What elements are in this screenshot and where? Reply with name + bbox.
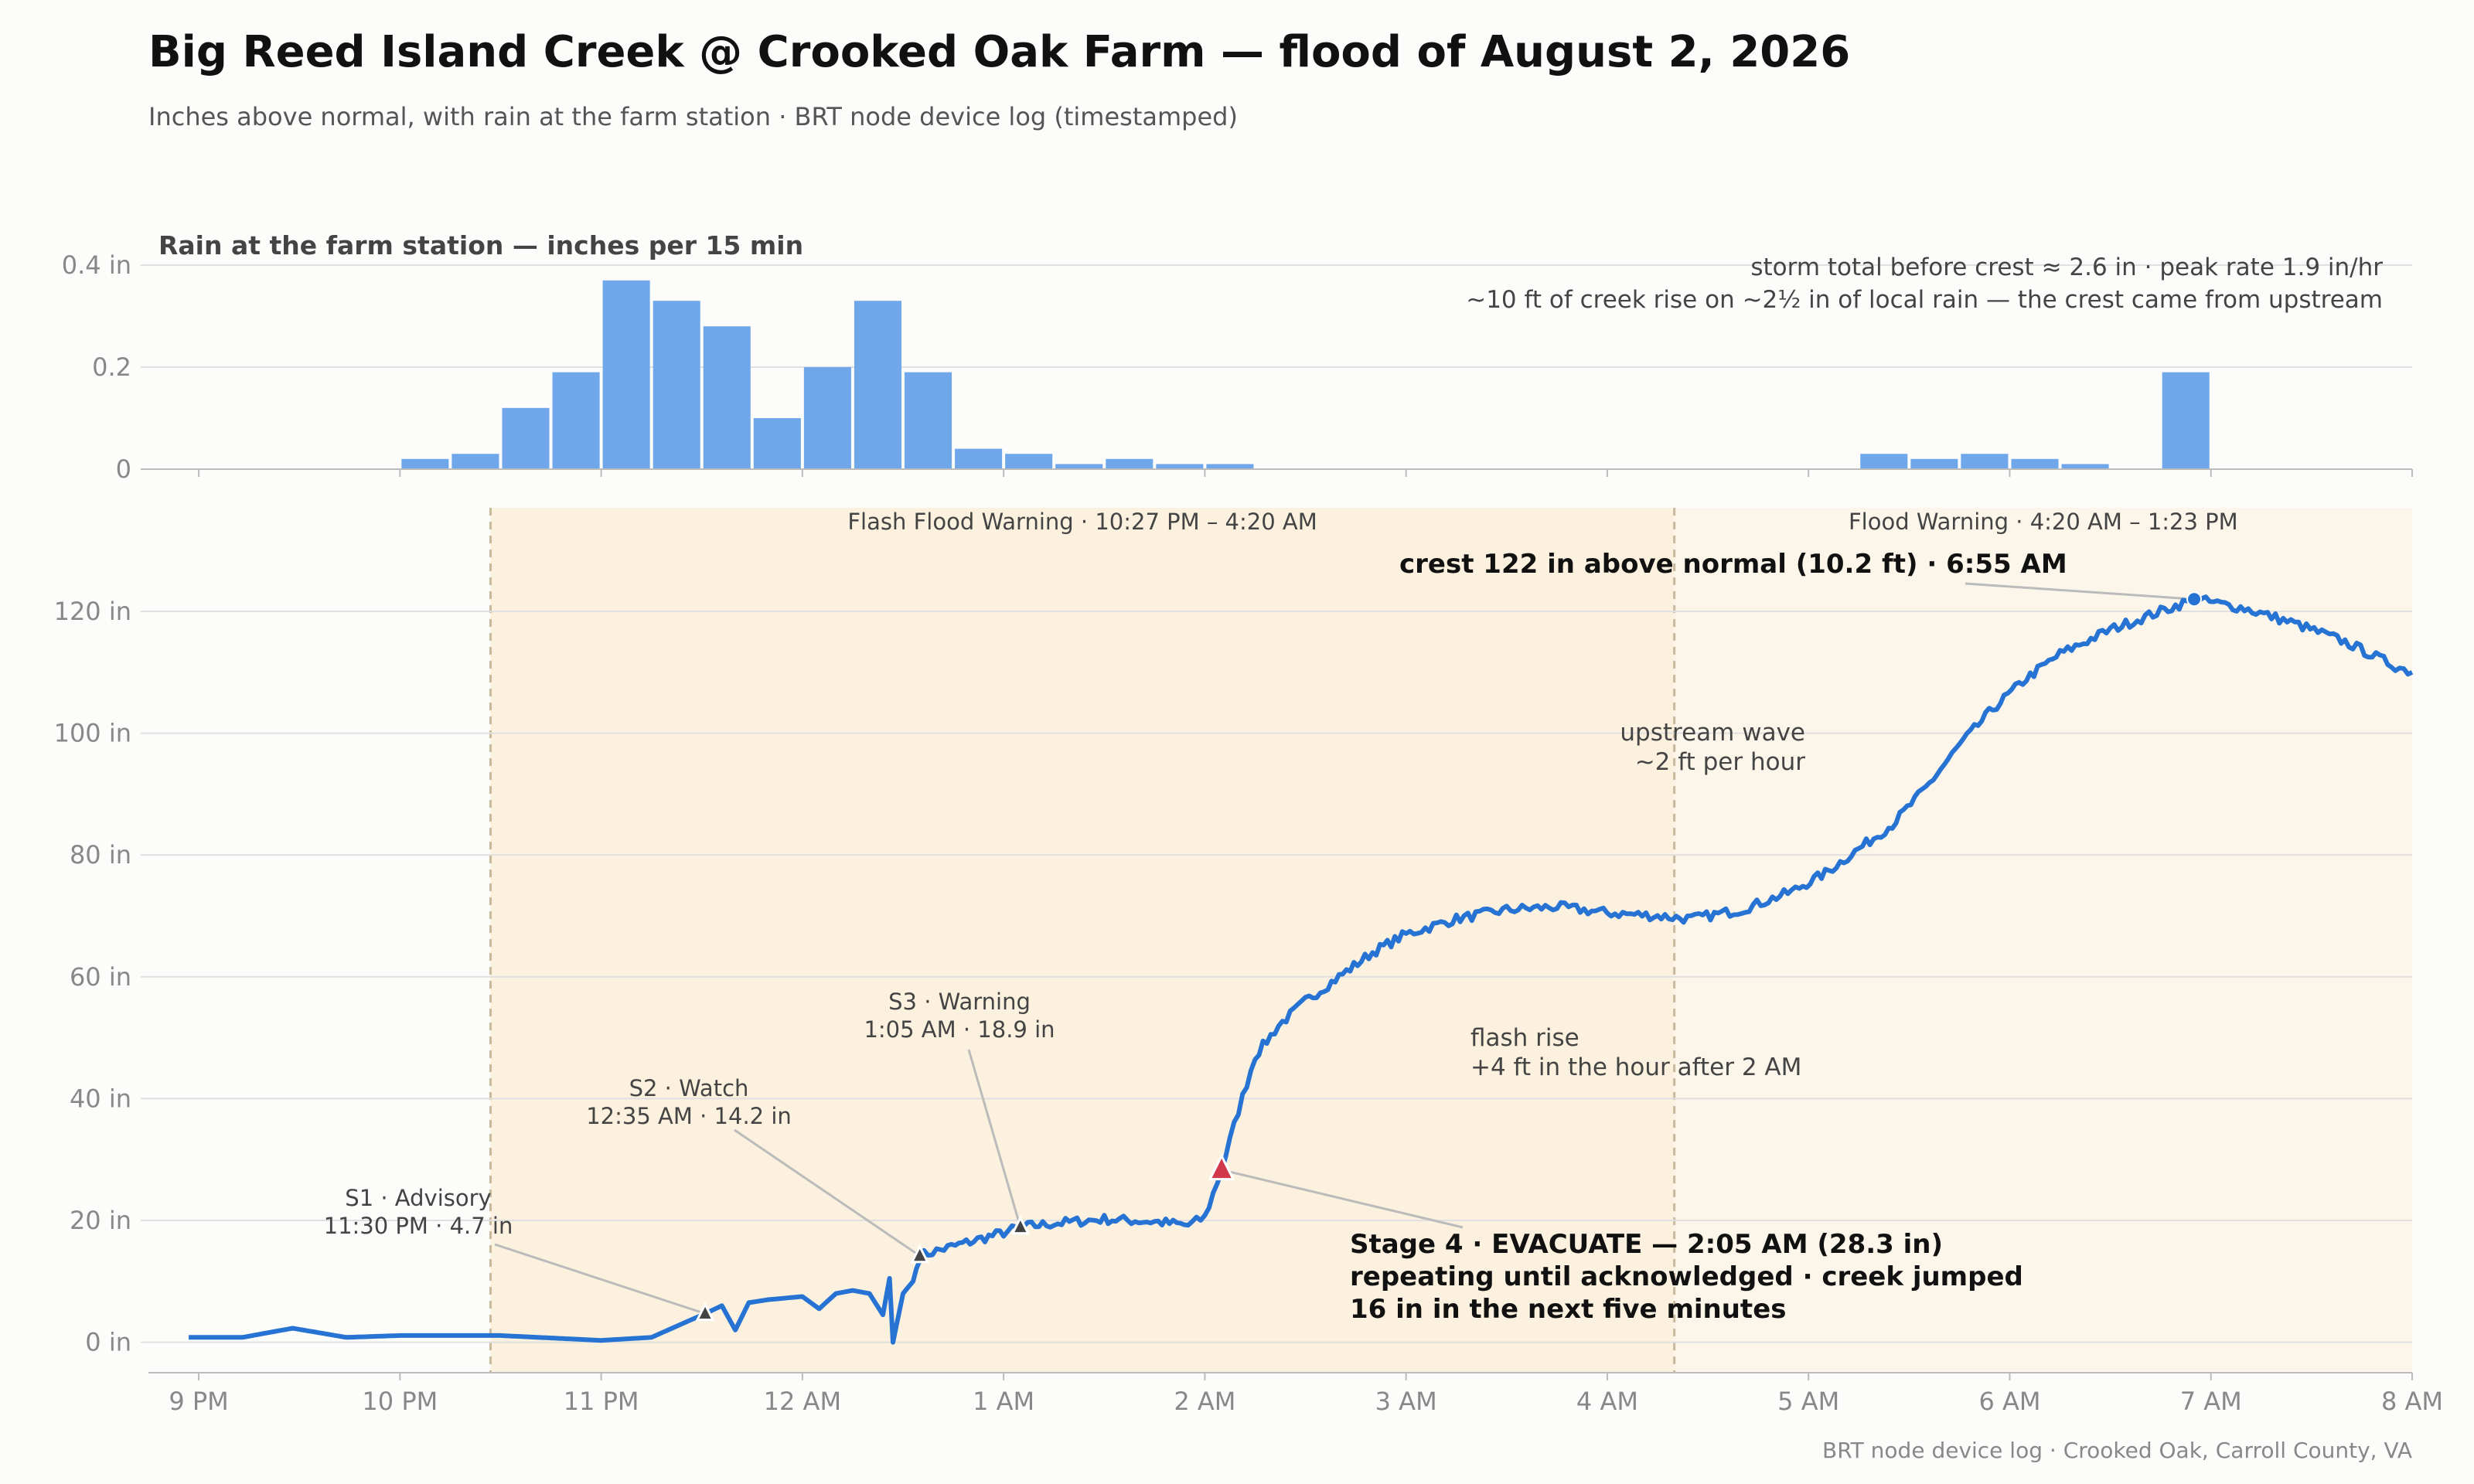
rain-bar [2011,458,2059,469]
rain-x-tick-marks [198,469,2413,477]
stage-alert-marker-s3 [1010,1215,1031,1235]
annotation-s3-line: S3 · Warning [888,989,1031,1015]
rain-bar [1860,454,1908,469]
chart-title: Big Reed Island Creek @ Crooked Oak Farm… [148,27,1850,77]
warning-band-label: Flood Warning · 4:20 AM – 1:23 PM [1849,509,2238,535]
stage-y-tick-label: 100 in [54,719,131,748]
rain-bar [401,458,449,469]
crest-marker [2186,591,2203,608]
stage-series-line [189,594,2414,1345]
warning-band [1674,508,2412,1373]
rain-bar [1910,458,1958,469]
stage-x-tick-label: 4 AM [1576,1387,1638,1416]
warning-band-labels: Flash Flood Warning · 10:27 PM – 4:20 AM… [847,509,2237,535]
rain-bar [1156,464,1204,469]
annotation-s4-line: 16 in in the next five minutes [1350,1294,1787,1325]
annotation-leader-crest [1965,582,2195,601]
stage-y-tick-label: 0 in [85,1328,131,1357]
stage-x-tick-label: 10 PM [362,1387,438,1416]
rain-y-tick-label: 0.2 [92,352,131,382]
rain-bar [502,407,550,469]
stage-y-tick-label: 40 in [70,1084,131,1113]
warning-band [490,508,1675,1373]
rain-bar [1106,458,1154,469]
chart-footer: BRT node device log · Crooked Oak, Carro… [1822,1438,2412,1463]
annotation-leader-s4 [1221,1169,1464,1229]
stage-x-tick-label: 11 PM [564,1387,639,1416]
rain-note-2: ~10 ft of creek rise on ~2½ in of local … [1466,286,2383,314]
stage-x-tick-label: 3 AM [1375,1387,1437,1416]
rain-y-tick-label: 0.4 in [62,250,131,280]
rain-bar [803,367,851,469]
stage-alert-marker-s2 [910,1244,930,1264]
stage-x-ticks: 9 PM 10 PM 11 PM 12 AM 1 AM 2 AM 3 AM 4 AM 5 AM 6… [169,1373,2443,1416]
annotation-upstream-line: upstream wave [1620,719,1805,747]
warning-bands [489,508,2412,1373]
stage-gridlines [141,610,2412,1343]
annotation-flash-line: +4 ft in the hour after 2 AM [1470,1053,1801,1081]
annotation-crest-line: crest 122 in above normal (10.2 ft) · 6:… [1399,549,2067,580]
stage-x-tick-label: 2 AM [1174,1387,1235,1416]
stage-x-tick-label: 12 AM [764,1387,841,1416]
annotation-s1-line: S1 · Advisory [345,1185,491,1211]
annotation-s4-line: repeating until acknowledged · creek jum… [1350,1261,2023,1292]
rain-panel-title: Rain at the farm station — inches per 15… [158,230,803,260]
rain-bar [552,372,600,469]
rain-gridlines [141,264,2412,368]
rain-bar [452,454,499,469]
annotation-flash-line: flash rise [1470,1024,1579,1052]
rain-bar [1005,454,1053,469]
annotation-leaders [494,582,2195,1315]
stage-x-tick-label: 9 PM [169,1387,228,1416]
annotation-s3-line: 1:05 AM · 18.9 in [864,1016,1055,1043]
rain-bar [753,418,801,469]
stage-panel: 0 in 20 in 40 in 60 in 80 in 100 in 120 in 9 P… [54,508,2443,1416]
stage-alert-marker-s1 [695,1302,715,1322]
rain-bar [1055,464,1103,469]
stage-x-tick-label: 5 AM [1777,1387,1839,1416]
annotation-s1-line: 11:30 PM · 4.7 in [324,1213,513,1239]
rain-bar [1206,464,1254,469]
rain-note-1: storm total before crest ≈ 2.6 in · peak… [1750,254,2383,281]
warning-band-label: Flash Flood Warning · 10:27 PM – 4:20 AM [847,509,1317,535]
stage-y-tick-label: 80 in [70,840,131,870]
rain-y-ticks: 0 0.2 0.4 in [62,250,131,484]
chart-subtitle: Inches above normal, with rain at the fa… [148,102,1238,131]
rain-bar [1961,454,2009,469]
rain-bar [905,372,952,469]
annotation-leader-s2 [734,1128,921,1257]
stage-x-tick-label: 6 AM [1978,1387,2040,1416]
rain-y-tick-label: 0 [116,454,131,484]
stage-x-tick-label: 7 AM [2180,1387,2242,1416]
rain-bar [703,326,751,469]
annotation-leader-s3 [967,1049,1022,1228]
rain-bars [401,280,2210,469]
rain-bar [2162,372,2210,469]
rain-bar [955,448,1003,469]
rain-bar [653,301,700,469]
annotation-s2-line: 12:35 AM · 14.2 in [586,1103,792,1129]
rain-bar [854,301,901,469]
annotation-leader-s1 [494,1243,706,1315]
stage-markers [695,591,2203,1322]
stage-y-ticks: 0 in 20 in 40 in 60 in 80 in 100 in 120 in [54,597,131,1357]
stage-y-tick-label: 20 in [70,1206,131,1235]
stage-x-tick-label: 1 AM [973,1387,1034,1416]
rain-panel: 0 0.2 0.4 in Rain at the farm station — in… [62,230,2413,484]
stage-y-tick-label: 60 in [70,962,131,992]
rain-bar [2061,464,2109,469]
stage-x-tick-label: 8 AM [2381,1387,2443,1416]
annotation-upstream-line: ~2 ft per hour [1635,748,1806,776]
annotation-s4-line: Stage 4 · EVACUATE — 2:05 AM (28.3 in) [1350,1229,1943,1260]
stage-alert-marker-s4 [1208,1153,1235,1181]
stage-y-tick-label: 120 in [54,597,131,626]
rain-bar [602,280,650,469]
annotation-s2-line: S2 · Watch [629,1075,749,1101]
